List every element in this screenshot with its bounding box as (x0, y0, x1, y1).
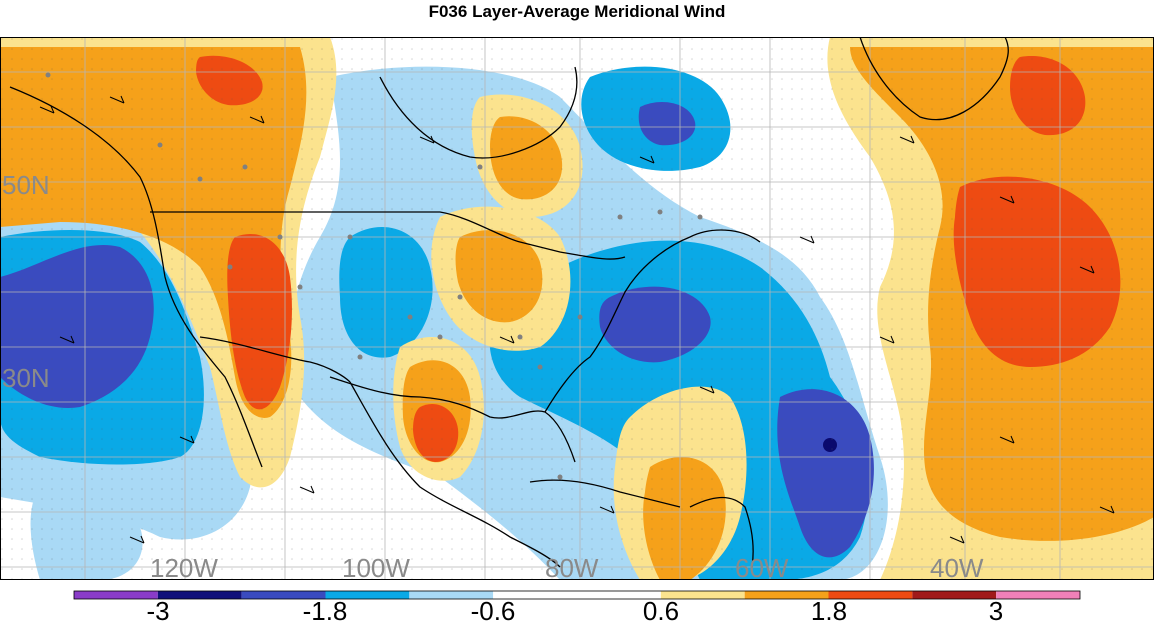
colorbar-swatch (996, 591, 1080, 599)
antilles-arc (689, 496, 754, 568)
chart-title: F036 Layer-Average Meridional Wind (428, 2, 726, 21)
colorbar-frame (73, 590, 1081, 600)
canada-us-border (150, 211, 626, 260)
colorbar-label-0-6: 0.6 (643, 596, 679, 622)
cuba-coast (529, 479, 681, 508)
hudson-bay-coast (379, 66, 578, 159)
gulf-coastline (329, 376, 576, 463)
central-america-coast (349, 381, 561, 568)
colorbar: -3 -1.8 -0.6 0.6 1.8 3 (73, 590, 1081, 622)
lon-label-40w: 40W (930, 553, 984, 580)
colorbar-label-neg0-6: -0.6 (471, 596, 516, 622)
colorbar-label-neg3: -3 (146, 596, 169, 622)
lat-label-30n: 30N (2, 363, 50, 393)
lon-label-120w: 120W (150, 553, 218, 580)
lon-label-100w: 100W (342, 553, 410, 580)
atlantic-coastline (544, 229, 761, 413)
colorbar-labels: -3 -1.8 -0.6 0.6 1.8 3 (146, 596, 1003, 622)
latitude-labels: 50N 30N (2, 170, 50, 393)
colorbar-label-neg1-8: -1.8 (303, 596, 348, 622)
colorbar-swatch (577, 591, 661, 599)
greenland-coast (859, 37, 1009, 121)
lon-label-80w: 80W (545, 553, 599, 580)
lat-label-50n: 50N (2, 170, 50, 200)
colorbar-swatch (660, 591, 745, 599)
colorbar-swatches (74, 591, 1080, 599)
colorbar-swatch (325, 591, 410, 599)
graticule (0, 37, 1154, 580)
colorbar-swatch (241, 591, 326, 599)
us-mexico-border (199, 336, 351, 383)
wind-barbs (39, 95, 1115, 544)
colorbar-swatch (74, 591, 158, 599)
observation-stations (45, 72, 703, 480)
colorbar-swatch (157, 591, 242, 599)
wind-map: 50N 30N 120W 100W 80W 60W 40W (0, 37, 1154, 580)
colorbar-label-3: 3 (989, 596, 1003, 622)
longitude-labels: 120W 100W 80W 60W 40W (150, 553, 984, 580)
lon-label-60w: 60W (735, 553, 789, 580)
colorbar-swatch (912, 591, 997, 599)
colorbar-label-1-8: 1.8 (811, 596, 847, 622)
significance-stippling (0, 37, 1154, 580)
pacific-coastline (9, 86, 263, 468)
colorbar-swatch (409, 591, 494, 599)
coastlines-and-borders (9, 37, 1009, 568)
colorbar-swatch (744, 591, 829, 599)
colorbar-swatch (828, 591, 913, 599)
colorbar-swatch (493, 591, 577, 599)
